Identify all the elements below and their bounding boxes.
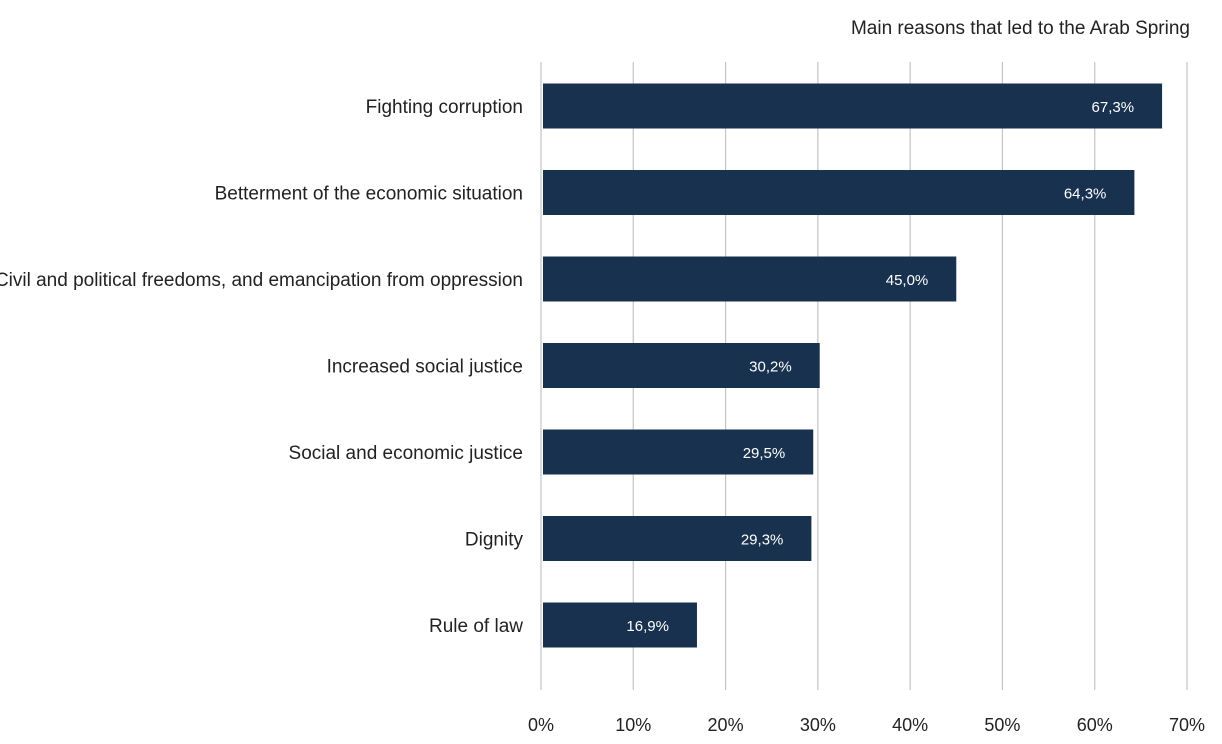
bar xyxy=(543,256,957,302)
category-label: Civil and political freedoms, and emanci… xyxy=(0,270,523,291)
bar-value-label: 29,5% xyxy=(743,445,786,462)
bar xyxy=(543,602,697,648)
x-tick-label: 0% xyxy=(528,715,554,735)
bar xyxy=(543,170,1135,215)
bar-value-label: 29,3% xyxy=(741,532,784,549)
x-tick-label: 70% xyxy=(1169,715,1205,735)
category-label: Dignity xyxy=(465,530,524,551)
x-tick-label: 60% xyxy=(1077,715,1113,735)
category-label: Betterment of the economic situation xyxy=(215,184,523,205)
bars: 67,3% 64,3% 45,0% 30,2% 29,5% 29,3% 16,9% xyxy=(543,83,1163,648)
bar xyxy=(543,429,814,475)
x-tick-label: 10% xyxy=(615,715,651,735)
bar xyxy=(543,516,812,561)
bar-value-label: 45,0% xyxy=(886,272,929,289)
category-labels: Fighting corruption Betterment of the eco… xyxy=(0,97,523,637)
bar-value-label: 30,2% xyxy=(749,359,792,376)
x-tick-label: 40% xyxy=(892,715,928,735)
category-label: Social and economic justice xyxy=(289,443,523,464)
category-label: Rule of law xyxy=(429,616,523,637)
x-tick-label: 50% xyxy=(984,715,1020,735)
x-tick-label: 30% xyxy=(800,715,836,735)
x-tick-label: 20% xyxy=(708,715,744,735)
bar xyxy=(543,83,1163,129)
bar xyxy=(543,343,820,388)
x-axis-ticks: 0% 10% 20% 30% 40% 50% 60% 70% xyxy=(528,715,1205,735)
bar-value-label: 16,9% xyxy=(626,618,669,635)
bar-value-label: 64,3% xyxy=(1064,186,1107,203)
category-label: Increased social justice xyxy=(327,357,523,378)
category-label: Fighting corruption xyxy=(366,97,523,118)
chart-title: Main reasons that led to the Arab Spring xyxy=(851,18,1190,39)
bar-value-label: 67,3% xyxy=(1092,99,1135,116)
